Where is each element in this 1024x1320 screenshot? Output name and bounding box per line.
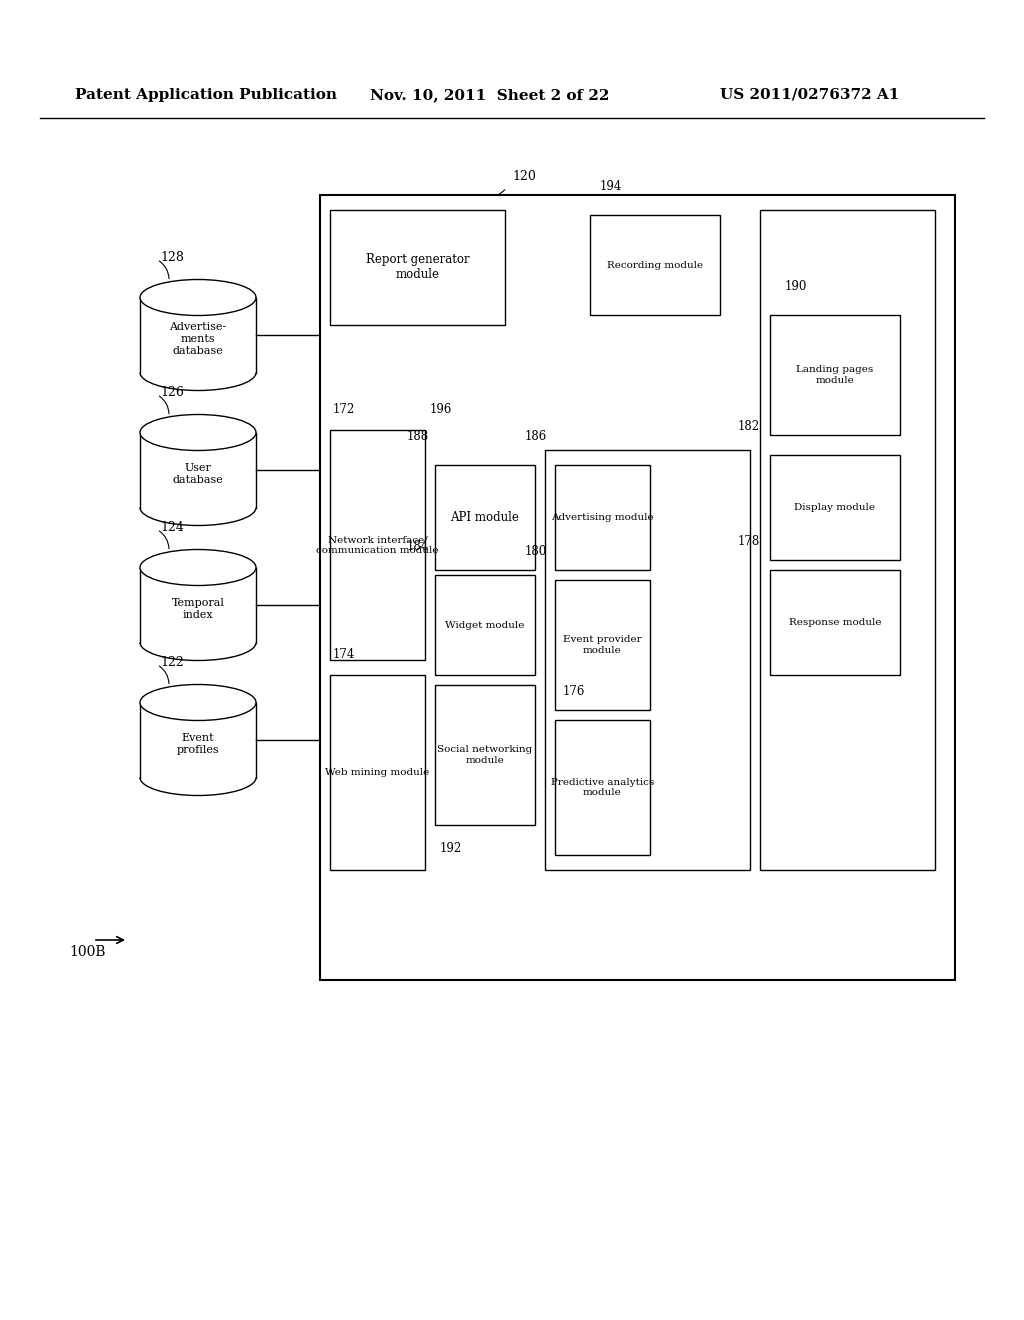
Bar xyxy=(770,570,900,675)
Text: Display module: Display module xyxy=(795,503,876,512)
Text: FIG. 1B: FIG. 1B xyxy=(839,671,922,689)
Text: 174: 174 xyxy=(333,648,355,661)
Text: 122: 122 xyxy=(160,656,183,669)
Text: 172: 172 xyxy=(333,403,355,416)
Text: Patent Application Publication: Patent Application Publication xyxy=(75,88,337,102)
Text: Social networking
module: Social networking module xyxy=(437,746,532,764)
Bar xyxy=(770,315,900,436)
Bar xyxy=(330,430,425,660)
Bar xyxy=(590,215,720,315)
Text: US 2011/0276372 A1: US 2011/0276372 A1 xyxy=(720,88,899,102)
Bar xyxy=(140,297,256,372)
Text: Nov. 10, 2011  Sheet 2 of 22: Nov. 10, 2011 Sheet 2 of 22 xyxy=(370,88,609,102)
Text: Web mining module: Web mining module xyxy=(326,768,430,777)
Text: API module: API module xyxy=(451,511,519,524)
Ellipse shape xyxy=(140,414,256,450)
Text: Recording module: Recording module xyxy=(607,260,703,269)
Text: 176: 176 xyxy=(563,685,586,698)
Bar xyxy=(555,465,650,570)
Bar xyxy=(435,465,535,570)
Bar xyxy=(140,433,256,507)
Bar xyxy=(140,568,256,643)
Text: 120: 120 xyxy=(512,170,536,183)
Bar xyxy=(140,702,256,777)
Text: User
database: User database xyxy=(173,463,223,484)
Text: 124: 124 xyxy=(160,521,184,535)
Text: 182: 182 xyxy=(738,420,760,433)
Text: Advertise-
ments
database: Advertise- ments database xyxy=(169,322,226,355)
Bar xyxy=(555,719,650,855)
Text: 128: 128 xyxy=(160,251,184,264)
Text: Event
profiles: Event profiles xyxy=(177,733,219,755)
Text: 190: 190 xyxy=(785,280,807,293)
Text: 126: 126 xyxy=(160,385,184,399)
Text: 188: 188 xyxy=(407,430,429,444)
Bar xyxy=(435,685,535,825)
Text: 186: 186 xyxy=(525,430,547,444)
Text: Predictive analytics
module: Predictive analytics module xyxy=(551,777,654,797)
Text: Temporal
index: Temporal index xyxy=(172,598,224,620)
Text: Landing pages
module: Landing pages module xyxy=(797,366,873,384)
Text: 196: 196 xyxy=(430,403,453,416)
Text: 180: 180 xyxy=(525,545,547,558)
Bar xyxy=(770,455,900,560)
Bar xyxy=(330,675,425,870)
Text: 184: 184 xyxy=(407,540,429,553)
Text: 100B: 100B xyxy=(70,945,106,960)
Bar xyxy=(319,195,955,979)
Bar xyxy=(545,450,750,870)
Bar xyxy=(760,210,935,870)
Text: Widget module: Widget module xyxy=(445,620,524,630)
Text: 194: 194 xyxy=(600,180,623,193)
Bar xyxy=(555,579,650,710)
Ellipse shape xyxy=(140,549,256,586)
Bar xyxy=(435,576,535,675)
Ellipse shape xyxy=(140,280,256,315)
Text: Response module: Response module xyxy=(788,618,882,627)
Text: Advertising module: Advertising module xyxy=(551,513,653,521)
Text: Network interface/
communication module: Network interface/ communication module xyxy=(316,536,438,554)
Bar xyxy=(330,210,505,325)
Text: Event provider
module: Event provider module xyxy=(563,635,642,655)
Text: Report generator
module: Report generator module xyxy=(366,253,469,281)
Ellipse shape xyxy=(140,685,256,721)
Text: 178: 178 xyxy=(738,535,760,548)
Text: 192: 192 xyxy=(440,842,462,855)
